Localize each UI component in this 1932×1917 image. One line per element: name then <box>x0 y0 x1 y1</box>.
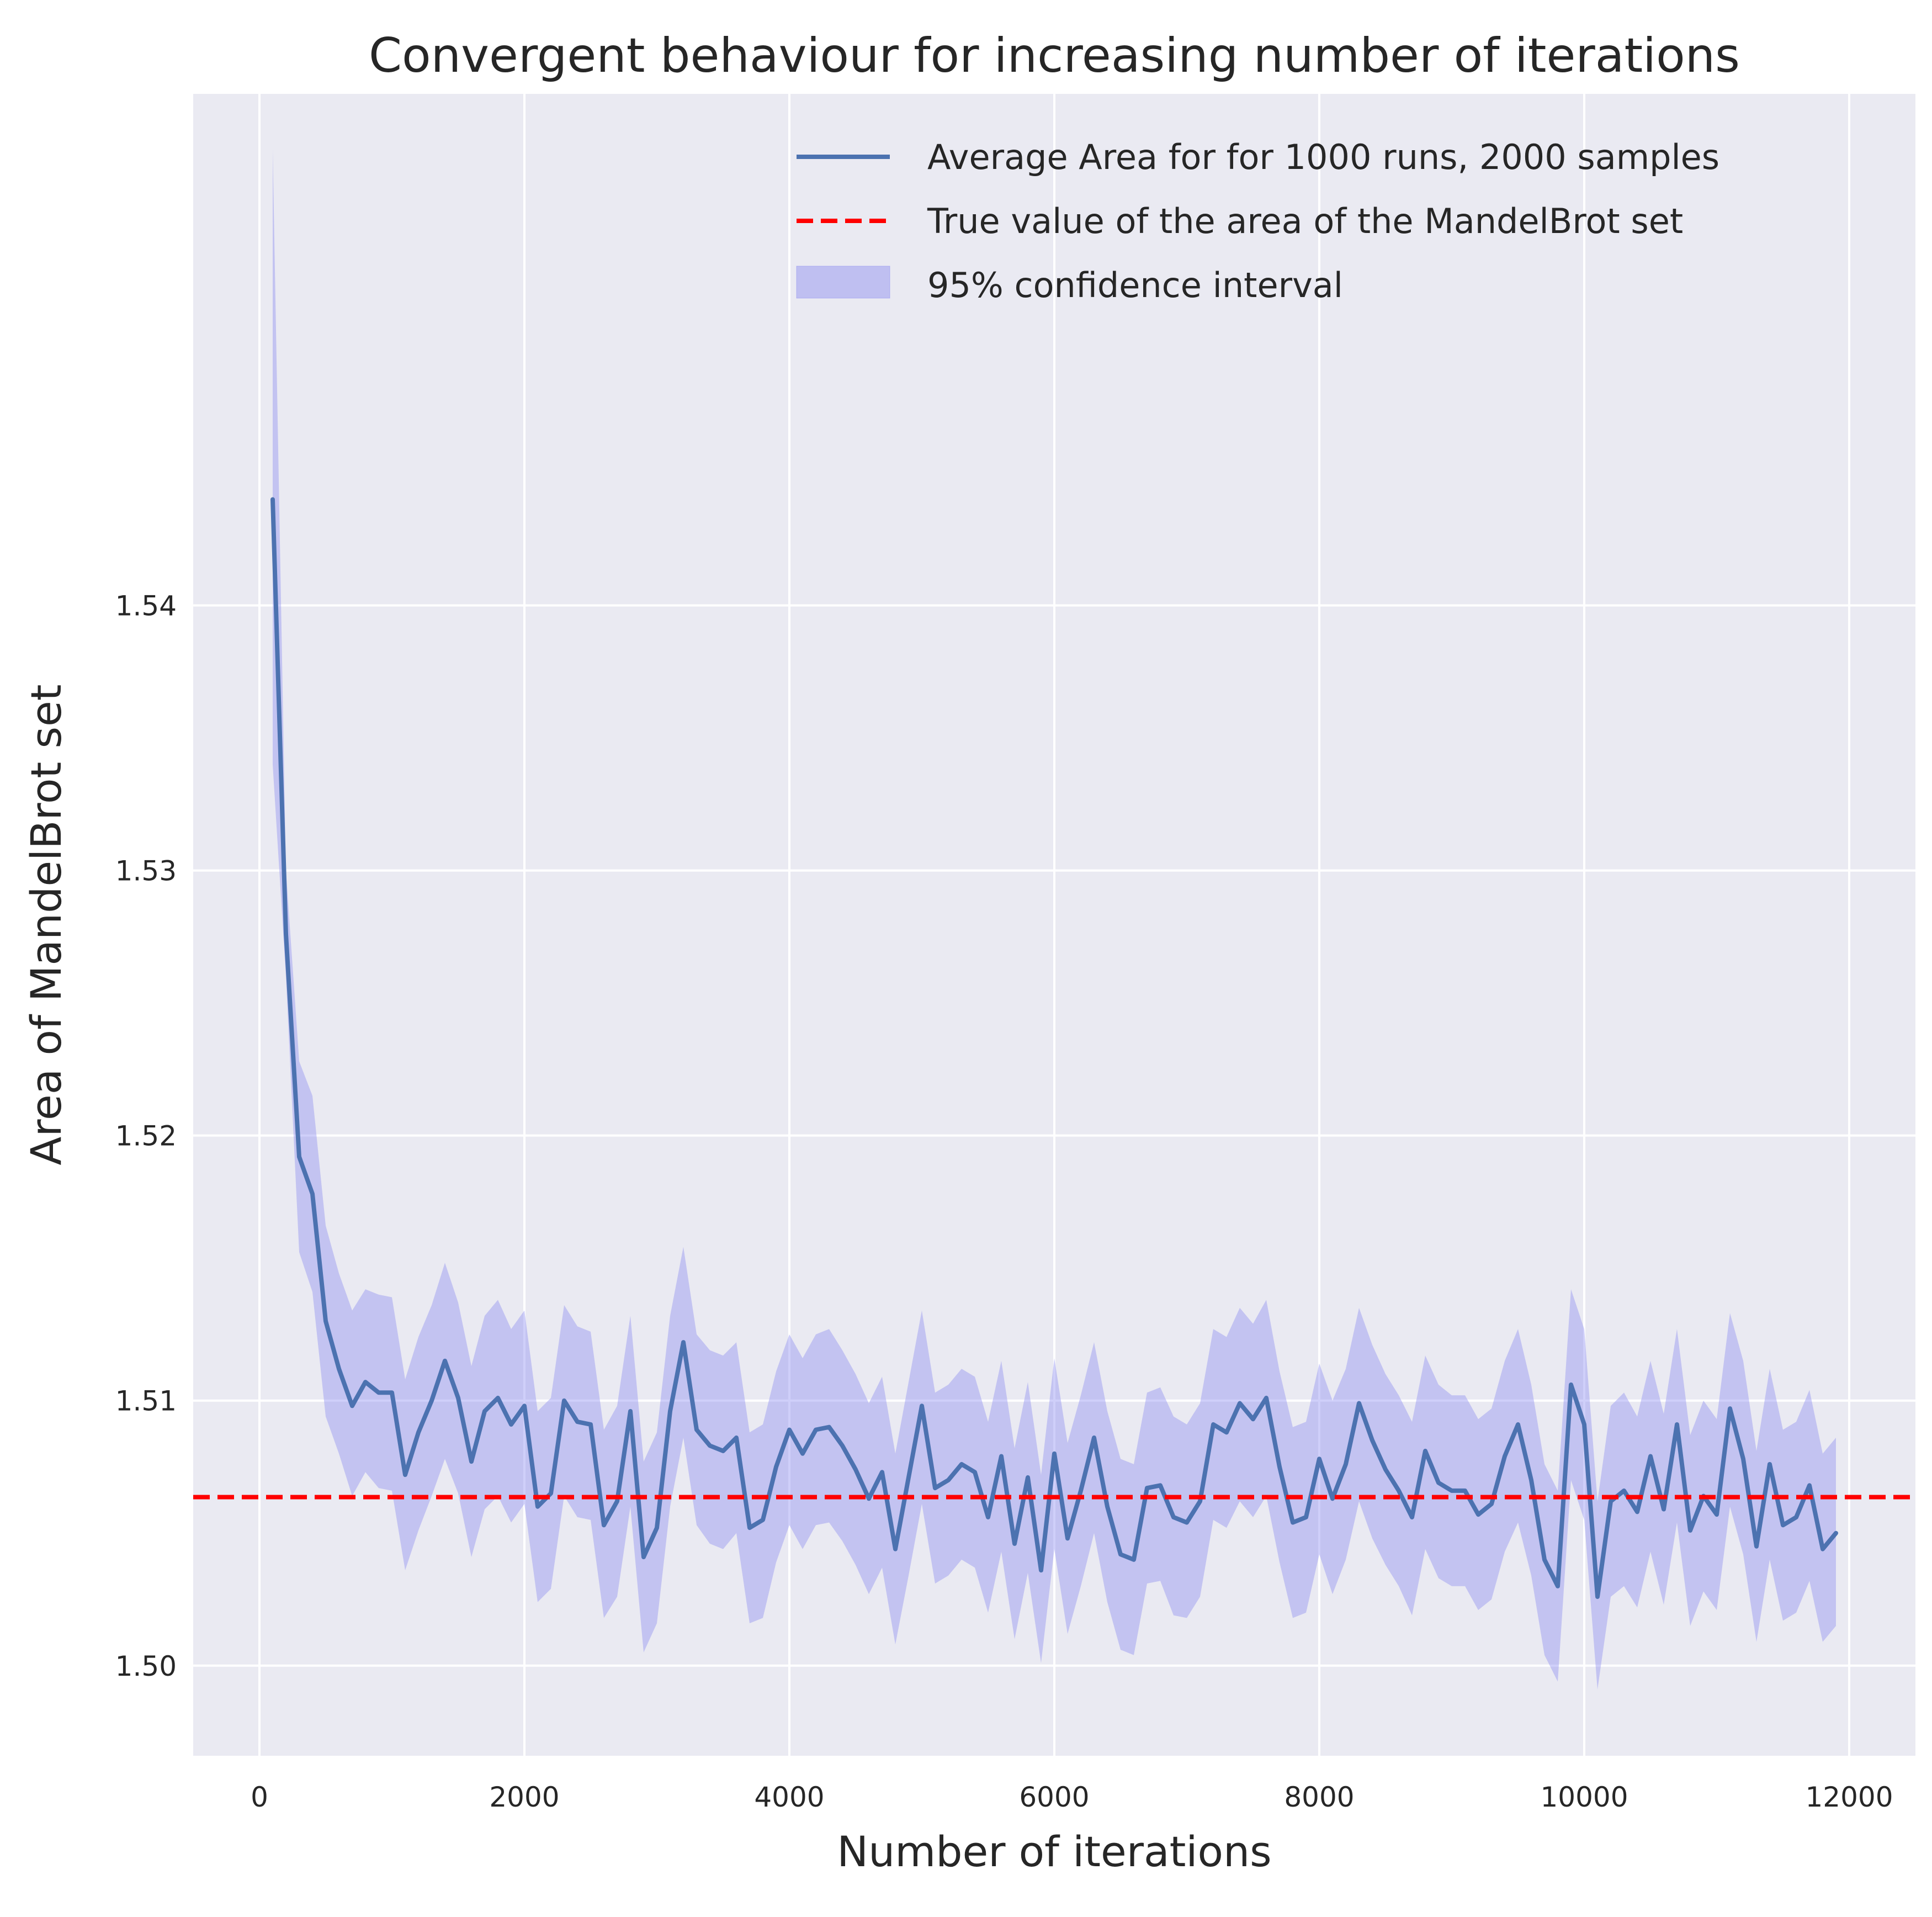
y-tick-label-4: 1.54 <box>115 590 177 622</box>
x-tick-label-0: 0 <box>251 1781 268 1813</box>
series-lines <box>193 497 1915 1599</box>
confidence-band-group <box>273 149 1836 1690</box>
y-axis-label: Area of MandelBrot set <box>22 684 71 1165</box>
x-axis-label: Number of iterations <box>837 1827 1272 1876</box>
legend-swatch-confidence <box>796 266 890 299</box>
y-tick-label-1: 1.51 <box>115 1385 177 1417</box>
x-tick-label-4: 8000 <box>1284 1781 1354 1813</box>
legend-label-confidence: 95% confidence interval <box>927 265 1343 305</box>
confidence-band <box>273 149 1836 1690</box>
x-tick-label-1: 2000 <box>489 1781 559 1813</box>
y-tick-label-3: 1.53 <box>115 855 177 887</box>
legend-label-true-value: True value of the area of the MandelBrot… <box>927 201 1683 241</box>
tick-labels: 0 2000 4000 6000 8000 10000 12000 1.50 1.51 1.52 1… <box>115 590 1893 1813</box>
y-tick-label-0: 1.50 <box>115 1650 177 1682</box>
x-tick-label-5: 10000 <box>1540 1781 1628 1813</box>
x-tick-label-3: 6000 <box>1019 1781 1089 1813</box>
grid <box>193 94 1915 1756</box>
legend: Average Area for for 1000 runs, 2000 sam… <box>796 137 1719 305</box>
average-area-line <box>270 497 1838 1599</box>
chart-title: Convergent behaviour for increasing numb… <box>369 28 1740 83</box>
x-tick-label-6: 12000 <box>1805 1781 1893 1813</box>
y-tick-label-2: 1.52 <box>115 1120 177 1152</box>
legend-label-average: Average Area for for 1000 runs, 2000 sam… <box>927 137 1719 177</box>
x-tick-label-2: 4000 <box>754 1781 824 1813</box>
